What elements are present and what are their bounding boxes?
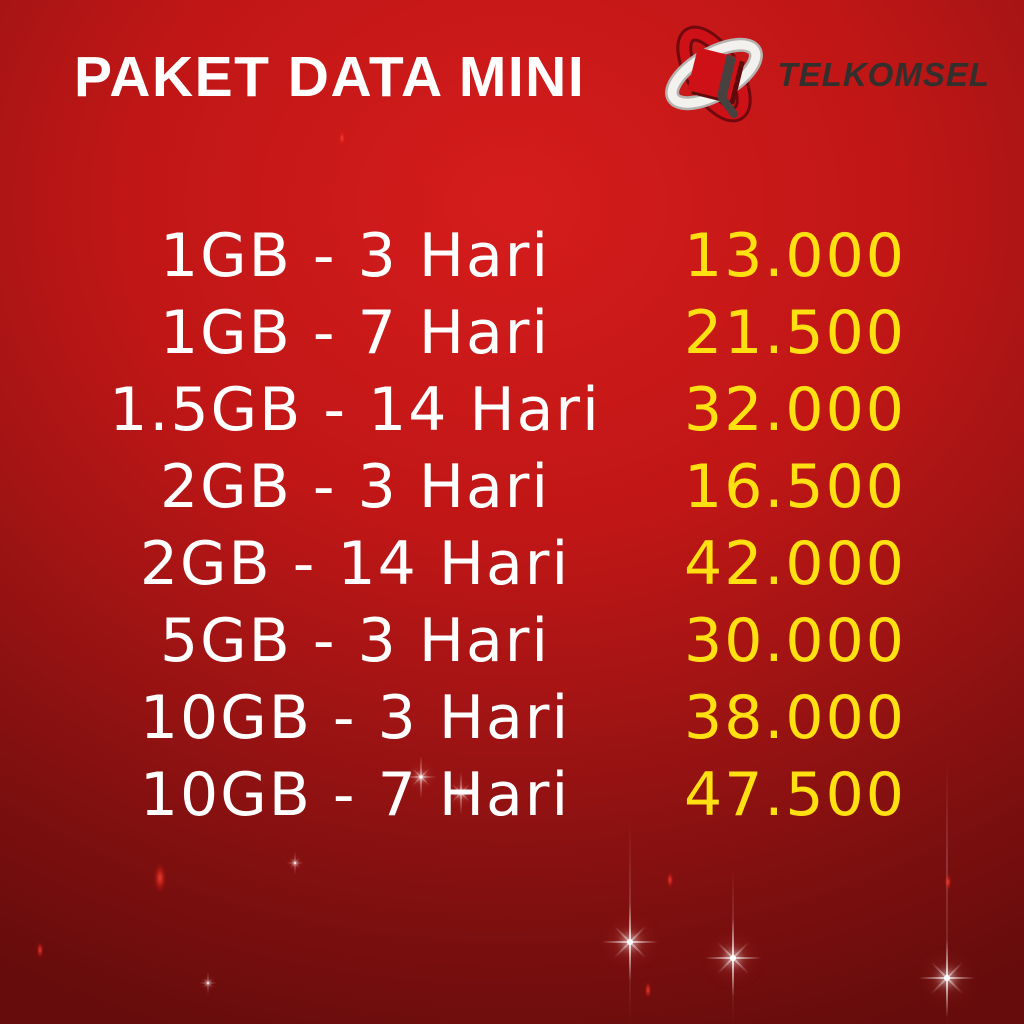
package-label: 5GB - 3 Hari <box>159 606 551 676</box>
package-price: 47.500 <box>684 760 906 830</box>
light-streak <box>629 822 631 1024</box>
telkomsel-logo-icon <box>664 25 763 123</box>
package-label: 2GB - 14 Hari <box>139 529 571 599</box>
package-label: 10GB - 3 Hari <box>139 683 571 753</box>
red-glow <box>644 981 652 999</box>
red-glow <box>338 129 346 147</box>
package-price: 42.000 <box>684 529 906 599</box>
package-row: 1.5GB - 14 Hari 32.000 <box>0 372 1024 449</box>
sparkle-star-icon <box>930 961 964 995</box>
telkomsel-logo-text: TELKOMSEL <box>777 56 990 93</box>
red-glow <box>154 863 166 893</box>
package-price: 13.000 <box>684 221 906 291</box>
red-glow <box>36 941 44 959</box>
light-streak <box>732 868 734 1024</box>
package-price: 38.000 <box>684 683 906 753</box>
package-row: 1GB - 7 Hari 21.500 <box>0 295 1024 372</box>
package-price: 30.000 <box>684 606 906 676</box>
sparkle-star-icon <box>290 858 300 868</box>
sparkle-star-icon <box>613 925 647 959</box>
package-row: 1GB - 3 Hari 13.000 <box>0 218 1024 295</box>
package-label: 1GB - 3 Hari <box>159 221 551 291</box>
package-price: 32.000 <box>684 375 906 445</box>
package-row: 10GB - 3 Hari 38.000 <box>0 680 1024 757</box>
package-label: 10GB - 7 Hari <box>139 760 571 830</box>
package-row: 2GB - 3 Hari 16.500 <box>0 449 1024 526</box>
telkomsel-logo: TELKOMSEL <box>664 12 991 134</box>
red-glow <box>944 873 952 891</box>
price-list: 1GB - 3 Hari 13.000 1GB - 7 Hari 21.500 … <box>0 218 1024 834</box>
package-row: 10GB - 7 Hari 47.500 <box>0 757 1024 834</box>
package-row: 5GB - 3 Hari 30.000 <box>0 603 1024 680</box>
red-glow <box>666 871 674 889</box>
package-row: 2GB - 14 Hari 42.000 <box>0 526 1024 603</box>
package-label: 1GB - 7 Hari <box>159 298 551 368</box>
sparkle-star-icon <box>716 941 750 975</box>
package-label: 1.5GB - 14 Hari <box>109 375 601 445</box>
sparkle-star-icon <box>203 978 213 988</box>
package-price: 16.500 <box>684 452 906 522</box>
package-price: 21.500 <box>684 298 906 368</box>
package-label: 2GB - 3 Hari <box>159 452 551 522</box>
page-title: PAKET DATA MINI <box>74 45 586 109</box>
